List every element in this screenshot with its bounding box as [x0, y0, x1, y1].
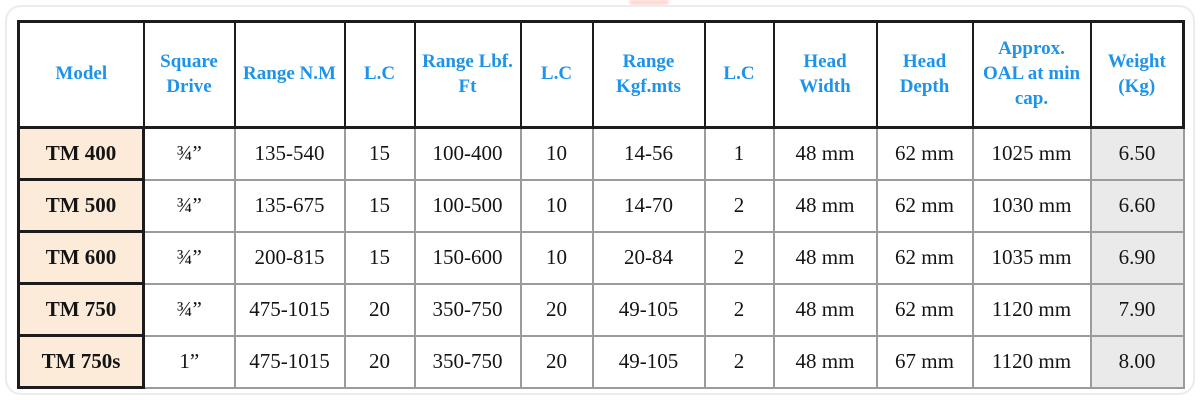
cell-oal: 1030 mm — [971, 178, 1092, 233]
cell-lc-2: 10 — [519, 178, 594, 233]
cell-lc-1: 15 — [343, 178, 416, 233]
cell-head-depth: 62 mm — [875, 178, 974, 233]
cell-weight: 8.00 — [1089, 334, 1185, 389]
cell-lc-3: 1 — [703, 126, 775, 181]
cell-range-kgf: 20-84 — [591, 230, 706, 285]
cell-lc-3: 2 — [703, 230, 775, 285]
cell-head-depth: 67 mm — [875, 334, 974, 389]
cell-square-drive: ¾” — [142, 126, 236, 181]
cell-model: TM 500 — [17, 178, 145, 233]
header-model: Model — [17, 20, 145, 129]
cell-head-width: 48 mm — [772, 230, 878, 285]
cell-weight: 6.90 — [1089, 230, 1185, 285]
cell-range-kgf: 14-70 — [591, 178, 706, 233]
cell-range-kgf: 49-105 — [591, 282, 706, 337]
cell-square-drive: ¾” — [142, 282, 236, 337]
table-row-tm750s: TM 750s 1” 475-1015 20 350-750 20 49-105… — [17, 334, 1185, 389]
cropped-red-artifact — [629, 0, 669, 5]
torque-wrench-spec-table: Model Square Drive Range N.M L.C Range L… — [17, 20, 1185, 389]
header-head-width: Head Width — [772, 20, 878, 129]
cell-head-width: 48 mm — [772, 282, 878, 337]
header-range-kgf-mts: Range Kgf.mts — [591, 20, 706, 129]
cell-weight: 7.90 — [1089, 282, 1185, 337]
header-lc-3: L.C — [703, 20, 775, 129]
cell-range-lbf: 350-750 — [413, 334, 522, 389]
cell-range-nm: 475-1015 — [233, 282, 346, 337]
cell-model: TM 750 — [17, 282, 145, 337]
cell-head-depth: 62 mm — [875, 282, 974, 337]
cell-head-width: 48 mm — [772, 178, 878, 233]
cell-lc-2: 10 — [519, 126, 594, 181]
table-row-tm500: TM 500 ¾” 135-675 15 100-500 10 14-70 2 … — [17, 178, 1185, 233]
header-weight: Weight (Kg) — [1089, 20, 1185, 129]
cell-range-kgf: 49-105 — [591, 334, 706, 389]
table-row-tm600: TM 600 ¾” 200-815 15 150-600 10 20-84 2 … — [17, 230, 1185, 285]
header-head-depth: Head Depth — [875, 20, 974, 129]
cell-oal: 1120 mm — [971, 334, 1092, 389]
cell-range-nm: 200-815 — [233, 230, 346, 285]
cell-lc-1: 20 — [343, 282, 416, 337]
cell-range-kgf: 14-56 — [591, 126, 706, 181]
cell-range-nm: 475-1015 — [233, 334, 346, 389]
cell-model: TM 400 — [17, 126, 145, 181]
cell-lc-2: 20 — [519, 334, 594, 389]
cell-lc-1: 15 — [343, 126, 416, 181]
cell-model: TM 750s — [17, 334, 145, 389]
cell-square-drive: ¾” — [142, 178, 236, 233]
cell-head-depth: 62 mm — [875, 230, 974, 285]
cell-weight: 6.50 — [1089, 126, 1185, 181]
cell-lc-2: 10 — [519, 230, 594, 285]
cell-lc-2: 20 — [519, 282, 594, 337]
cell-lc-3: 2 — [703, 334, 775, 389]
table-row-tm400: TM 400 ¾” 135-540 15 100-400 10 14-56 1 … — [17, 126, 1185, 181]
header-lc-2: L.C — [519, 20, 594, 129]
cell-square-drive: 1” — [142, 334, 236, 389]
cell-lc-1: 20 — [343, 334, 416, 389]
cell-head-width: 48 mm — [772, 334, 878, 389]
cell-lc-3: 2 — [703, 282, 775, 337]
cell-lc-1: 15 — [343, 230, 416, 285]
header-approx-oal: Approx. OAL at min cap. — [971, 20, 1092, 129]
cell-range-lbf: 150-600 — [413, 230, 522, 285]
cell-square-drive: ¾” — [142, 230, 236, 285]
cell-range-nm: 135-675 — [233, 178, 346, 233]
cell-oal: 1035 mm — [971, 230, 1092, 285]
table-header-row: Model Square Drive Range N.M L.C Range L… — [17, 20, 1185, 129]
cell-head-depth: 62 mm — [875, 126, 974, 181]
header-square-drive: Square Drive — [142, 20, 236, 129]
cell-lc-3: 2 — [703, 178, 775, 233]
cell-range-lbf: 100-500 — [413, 178, 522, 233]
cell-model: TM 600 — [17, 230, 145, 285]
header-lc-1: L.C — [343, 20, 416, 129]
cell-weight: 6.60 — [1089, 178, 1185, 233]
cell-oal: 1120 mm — [971, 282, 1092, 337]
cell-range-lbf: 100-400 — [413, 126, 522, 181]
header-range-lbf-ft: Range Lbf. Ft — [413, 20, 522, 129]
header-range-nm: Range N.M — [233, 20, 346, 129]
cell-head-width: 48 mm — [772, 126, 878, 181]
cell-range-lbf: 350-750 — [413, 282, 522, 337]
cell-oal: 1025 mm — [971, 126, 1092, 181]
table-row-tm750: TM 750 ¾” 475-1015 20 350-750 20 49-105 … — [17, 282, 1185, 337]
cell-range-nm: 135-540 — [233, 126, 346, 181]
